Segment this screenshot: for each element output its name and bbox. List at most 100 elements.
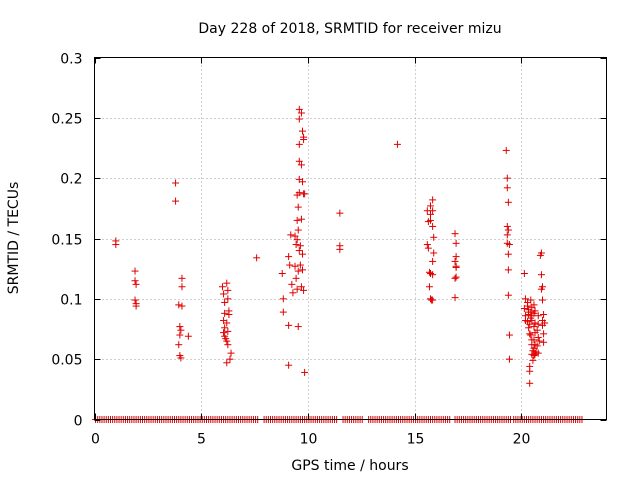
data-point bbox=[533, 326, 541, 334]
data-point bbox=[423, 241, 431, 249]
data-point bbox=[535, 337, 543, 345]
data-point bbox=[504, 198, 512, 206]
tick-labels: 0 5 10 15 20 0 0.05 0.1 0.15 0.2 0.25 0.3 bbox=[51, 52, 530, 448]
data-point bbox=[175, 341, 183, 349]
data-point bbox=[503, 184, 511, 192]
data-point bbox=[429, 222, 437, 230]
data-point bbox=[525, 324, 533, 332]
data-point bbox=[131, 267, 139, 275]
axis-ticks bbox=[94, 57, 607, 421]
data-point bbox=[286, 261, 294, 269]
data-point bbox=[289, 289, 297, 297]
data-point bbox=[451, 257, 459, 265]
data-point bbox=[178, 302, 186, 310]
data-point bbox=[429, 207, 437, 215]
data-point bbox=[530, 301, 538, 309]
y-tick-label: 0.1 bbox=[60, 293, 82, 309]
data-point bbox=[295, 140, 303, 148]
data-point bbox=[223, 337, 231, 345]
data-point bbox=[224, 295, 232, 303]
data-point bbox=[177, 354, 185, 362]
data-point bbox=[451, 230, 459, 238]
data-point bbox=[224, 341, 232, 349]
data-point bbox=[527, 331, 535, 339]
data-point bbox=[221, 298, 229, 306]
y-tick-label: 0.3 bbox=[60, 52, 82, 68]
data-point bbox=[295, 247, 303, 255]
data-point bbox=[537, 285, 545, 293]
data-point bbox=[223, 319, 231, 327]
data-point bbox=[172, 179, 180, 187]
data-point bbox=[531, 319, 539, 327]
data-point bbox=[503, 222, 511, 230]
data-point bbox=[430, 249, 438, 257]
x-tick-label: 0 bbox=[91, 432, 100, 448]
data-point bbox=[526, 379, 534, 387]
data-point bbox=[294, 226, 302, 234]
data-point bbox=[253, 254, 261, 262]
data-point bbox=[451, 274, 459, 282]
data-point bbox=[504, 266, 512, 274]
data-point bbox=[503, 231, 511, 239]
data-point bbox=[132, 302, 140, 310]
data-point bbox=[131, 296, 139, 304]
data-point bbox=[294, 267, 302, 275]
data-point bbox=[221, 324, 229, 332]
data-point bbox=[530, 323, 538, 331]
data-point bbox=[297, 283, 305, 291]
data-point bbox=[293, 216, 301, 224]
data-point bbox=[336, 245, 344, 253]
data-point bbox=[295, 189, 303, 197]
data-point bbox=[540, 330, 548, 338]
data-point bbox=[223, 359, 231, 367]
data-point bbox=[534, 349, 542, 357]
data-point bbox=[539, 296, 546, 304]
data-point bbox=[292, 274, 300, 282]
data-point bbox=[176, 323, 184, 331]
data-point bbox=[132, 280, 140, 288]
data-point bbox=[520, 269, 528, 277]
data-point bbox=[429, 196, 437, 204]
data-point bbox=[226, 355, 234, 363]
data-point bbox=[530, 336, 538, 344]
data-point bbox=[541, 319, 549, 327]
data-point bbox=[219, 283, 226, 291]
data-point bbox=[537, 249, 545, 257]
data-points bbox=[112, 105, 549, 387]
y-tick-label: 0.05 bbox=[51, 353, 82, 369]
data-point bbox=[220, 290, 228, 298]
data-point bbox=[427, 210, 434, 218]
data-point bbox=[530, 309, 538, 317]
data-point bbox=[430, 233, 438, 241]
data-point bbox=[505, 355, 513, 363]
data-point bbox=[504, 226, 512, 234]
data-point bbox=[521, 295, 529, 303]
data-point bbox=[429, 296, 437, 304]
data-point bbox=[526, 330, 534, 338]
data-point bbox=[285, 253, 293, 261]
data-point bbox=[175, 301, 183, 309]
data-point bbox=[178, 283, 186, 291]
data-point bbox=[429, 257, 437, 265]
data-point bbox=[300, 136, 308, 144]
data-point bbox=[451, 294, 459, 302]
grid-lines bbox=[94, 57, 607, 420]
data-point bbox=[297, 109, 305, 117]
data-point bbox=[224, 286, 232, 294]
data-point bbox=[285, 361, 293, 369]
data-point bbox=[452, 253, 460, 261]
data-point bbox=[224, 327, 232, 335]
data-point bbox=[131, 277, 139, 285]
data-point bbox=[524, 302, 532, 310]
data-point bbox=[288, 280, 296, 288]
data-point bbox=[505, 241, 513, 249]
data-point bbox=[452, 239, 460, 247]
data-point bbox=[295, 105, 303, 113]
data-point bbox=[172, 197, 180, 205]
data-point bbox=[503, 174, 511, 182]
data-point bbox=[184, 332, 192, 340]
data-point bbox=[296, 242, 304, 250]
x-tick-label: 5 bbox=[197, 432, 206, 448]
data-point bbox=[540, 338, 548, 346]
